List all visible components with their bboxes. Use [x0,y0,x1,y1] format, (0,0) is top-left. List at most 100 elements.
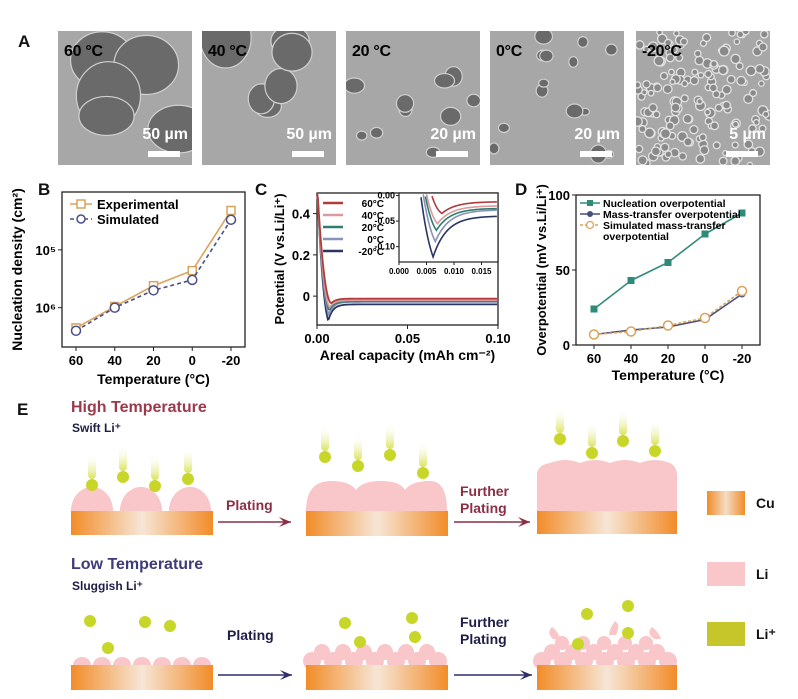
copper-substrate [537,665,677,690]
lithium-nucleus [659,128,672,140]
sem-texture [636,31,770,165]
scale-bar [148,151,180,157]
ion-motion-trail [88,453,96,479]
panel-e-letter: E [17,400,29,419]
lithium-deposit [497,122,510,134]
lithium-nucleus [699,145,710,156]
sem-image-1: 40 °C 50 µm [202,31,336,165]
lithium-nucleus [653,55,665,67]
y-axis-label: Overpotential (mV vs.Li/Li⁺) [534,184,549,356]
data-point [701,230,709,238]
lithium-deposit [395,94,415,113]
lithium-nucleus [636,144,644,154]
x-tick-label: -20 [733,351,752,366]
sem-temperature-label: -20°C [642,43,682,60]
lithium-nucleus [712,141,721,150]
sem-texture [346,31,480,165]
legend-marker [585,220,595,230]
lithium-nucleus [754,63,765,74]
x-tick-label: 0 [701,351,708,366]
lithium-nucleus [762,110,770,118]
data-point-experimental [226,205,236,216]
plating-text: Plating [460,500,507,516]
sem-texture [58,31,192,165]
y-tick-label: 0 [563,338,570,353]
li-ion [354,636,366,648]
x-tick-label: 60 [587,351,601,366]
lithium-nucleus [652,83,663,93]
sem-scale-label: 5 µm [729,126,766,143]
legend-swatch-li-ion [707,622,745,646]
lithium-nucleus [680,94,689,103]
li-ion [649,445,661,457]
lithium-nucleus [759,31,769,39]
lithium-nucleus [660,142,670,153]
lithium-nucleus [681,80,689,88]
li-bump [628,644,644,660]
sem-image-3: 0°C 20 µm [490,31,624,165]
lithium-nucleus [678,151,688,161]
sem-temperature-label: 40 °C [208,43,247,60]
x-tick-label: 0.05 [395,331,420,346]
lithium-deposit [369,126,384,139]
sem-scale-label: 50 µm [286,126,332,143]
lithium-nucleus [704,69,713,79]
data-point-simulated [225,214,237,226]
li-ion [586,447,598,459]
lithium-nucleus [704,108,712,116]
lithium-nucleus [664,150,673,159]
scale-bar [436,151,468,157]
lithium-nucleus [743,139,754,150]
series-curve-40°C [316,192,498,310]
lithium-nucleus [735,62,744,71]
lithium-deposit [568,55,579,68]
lithium-deposit [565,103,584,119]
lithium-nucleus [636,40,645,50]
legend-marker [76,199,86,209]
high-temperature-title: High Temperature [71,399,207,416]
lithium-nucleus [710,59,718,68]
legend-swatch-cu [707,491,745,515]
y-axis-label: Potential (V vs.Li/Li⁺) [272,193,287,324]
ion-motion-trail [419,441,427,467]
y-tick-label: 0.2 [292,248,310,263]
li-bump [618,636,632,650]
legend-marker [76,214,86,224]
x-tick-label: -20 [222,353,241,368]
copper-substrate [71,511,213,535]
li-ion [384,449,396,461]
data-point-simulated [109,302,120,313]
data-point [738,209,746,217]
y-tick-label: 50 [556,263,570,278]
li-ion [139,616,151,628]
lithium-nucleus [748,124,757,133]
sem-scale-label: 50 µm [142,126,188,143]
inset-x-tick-label: 0.015 [471,267,492,276]
ion-motion-trail [184,447,192,473]
copper-substrate [71,665,213,690]
li-dense-layer [537,460,677,512]
y-tick-label: 10⁶ [36,301,56,316]
lithium-nucleus [714,103,724,113]
li-dendrite [609,621,619,635]
lithium-nucleus [758,42,768,52]
li-ion [182,473,194,485]
li-ion [339,617,351,629]
x-tick-label: 60 [69,353,83,368]
data-point-simulated [148,285,159,296]
sem-scale-label: 20 µm [574,126,620,143]
lithium-nucleus [741,31,750,36]
low-further-plating-label: Further Plating [460,614,509,648]
chart-b-nucleation-density: 60 40 20 0 -20 10⁵ 10⁶ Temperature (°C) Nucleati… [9,188,246,387]
lithium-nucleus [758,124,767,133]
sem-image-4: -20°C 5 µm [636,31,770,165]
legend-label: 60°C [362,199,384,210]
copper-substrate [306,511,448,536]
data-point [590,305,598,313]
lithium-nucleus [736,75,747,86]
lithium-nucleus [670,46,678,54]
lithium-deposit [202,31,252,69]
lithium-deposit [490,142,500,155]
lithium-nucleus [731,120,740,128]
lithium-nucleus [683,137,693,147]
